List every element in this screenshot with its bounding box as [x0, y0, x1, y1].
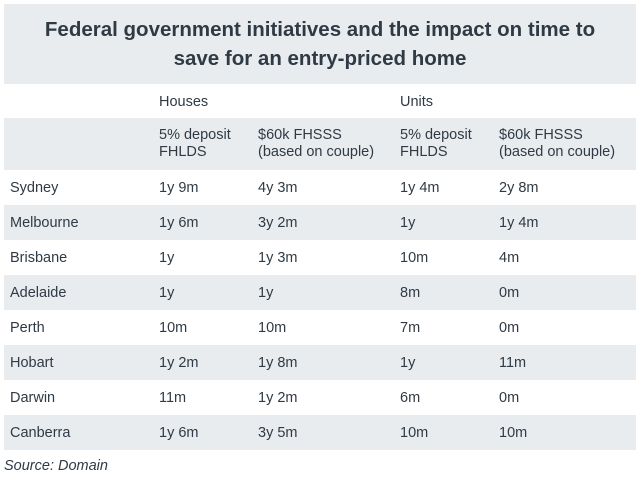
- table-cell: 1y 8m: [252, 345, 394, 380]
- column-header-line: $60k FHSSS: [499, 127, 583, 143]
- table-row: Perth 10m 10m 7m 0m: [4, 310, 636, 345]
- group-header-units: Units: [400, 94, 434, 110]
- table-cell: 3y 5m: [252, 415, 394, 450]
- column-header-line: (based on couple): [258, 144, 375, 160]
- city-label: Melbourne: [4, 205, 153, 240]
- column-header-units-fhsss: $60k FHSSS (based on couple): [493, 118, 636, 170]
- table-cell: 2y 8m: [499, 179, 539, 196]
- table-cell: 10m: [394, 415, 493, 450]
- column-header-units-fhlds: 5% deposit FHLDS: [394, 118, 493, 170]
- table-row: Adelaide 1y 1y 8m 0m: [4, 275, 636, 310]
- title-block: Federal government initiatives and the i…: [4, 4, 636, 84]
- table-cell: 1y 4m: [493, 205, 636, 240]
- table-cell: 1y 4m: [400, 179, 440, 196]
- chart-title: Federal government initiatives and the i…: [44, 18, 596, 70]
- column-header-line: FHLDS: [400, 144, 448, 160]
- column-header-line: (based on couple): [499, 144, 616, 160]
- table-row: Brisbane 1y 1y 3m 10m 4m: [4, 240, 636, 275]
- table-cell: 10m: [493, 415, 636, 450]
- table-cell: 10m: [400, 249, 429, 266]
- table-cell: 0m: [499, 319, 520, 336]
- city-label: Adelaide: [4, 275, 153, 310]
- table-cell: 1y: [394, 205, 493, 240]
- table-cell: 4m: [499, 249, 520, 266]
- table-cell: 1y 2m: [258, 389, 298, 406]
- table-cell: 11m: [159, 389, 187, 406]
- table-row: Hobart 1y 2m 1y 8m 1y 11m: [4, 345, 636, 380]
- source-note: Source: Domain: [4, 458, 108, 474]
- column-header-houses-fhsss: $60k FHSSS (based on couple): [252, 118, 394, 170]
- city-label: Canberra: [4, 415, 153, 450]
- table-cell: 1y 2m: [153, 345, 252, 380]
- city-label: Brisbane: [10, 249, 68, 266]
- table-cell: 1y 6m: [153, 205, 252, 240]
- table-cell: 0m: [493, 275, 636, 310]
- table-cell: 11m: [493, 345, 636, 380]
- column-header-line: FHLDS: [159, 144, 207, 160]
- table-row: Sydney 1y 9m 4y 3m 1y 4m 2y 8m: [4, 170, 636, 205]
- data-table: Houses Units 5% deposit FHLDS $60k FHSSS…: [4, 86, 636, 450]
- table-row: Melbourne 1y 6m 3y 2m 1y 1y 4m: [4, 205, 636, 240]
- table-cell: 1y: [153, 275, 252, 310]
- table-cell: 1y 3m: [258, 249, 298, 266]
- table-cell: 8m: [394, 275, 493, 310]
- corner-cell: [4, 86, 153, 118]
- corner-cell: [4, 118, 153, 170]
- table-cell: 1y 6m: [153, 415, 252, 450]
- city-label: Sydney: [10, 179, 59, 196]
- city-label: Perth: [10, 319, 45, 336]
- column-header-line: 5% deposit: [400, 127, 472, 143]
- table-cell: 1y: [394, 345, 493, 380]
- table-row: Canberra 1y 6m 3y 5m 10m 10m: [4, 415, 636, 450]
- city-label: Hobart: [4, 345, 153, 380]
- column-header-line: 5% deposit: [159, 127, 231, 143]
- column-header-line: $60k FHSSS: [258, 127, 342, 143]
- table-row: Darwin 11m 1y 2m 6m 0m: [4, 380, 636, 415]
- city-label: Darwin: [10, 389, 56, 406]
- column-header-row: 5% deposit FHLDS $60k FHSSS (based on co…: [4, 118, 636, 170]
- group-header-houses: Houses: [159, 94, 209, 110]
- group-header-row: Houses Units: [4, 86, 636, 118]
- table-cell: 10m: [258, 319, 287, 336]
- table-cell: 10m: [159, 319, 188, 336]
- column-header-houses-fhlds: 5% deposit FHLDS: [153, 118, 252, 170]
- table-cell: 3y 2m: [252, 205, 394, 240]
- table-cell: 0m: [499, 389, 520, 406]
- table-cell: 6m: [400, 389, 421, 406]
- table-cell: 1y: [252, 275, 394, 310]
- table-cell: 1y: [159, 249, 175, 266]
- table-cell: 7m: [400, 319, 421, 336]
- table-body: Houses Units 5% deposit FHLDS $60k FHSSS…: [4, 86, 636, 450]
- table-cell: 1y 9m: [159, 179, 199, 196]
- table-cell: 4y 3m: [258, 179, 298, 196]
